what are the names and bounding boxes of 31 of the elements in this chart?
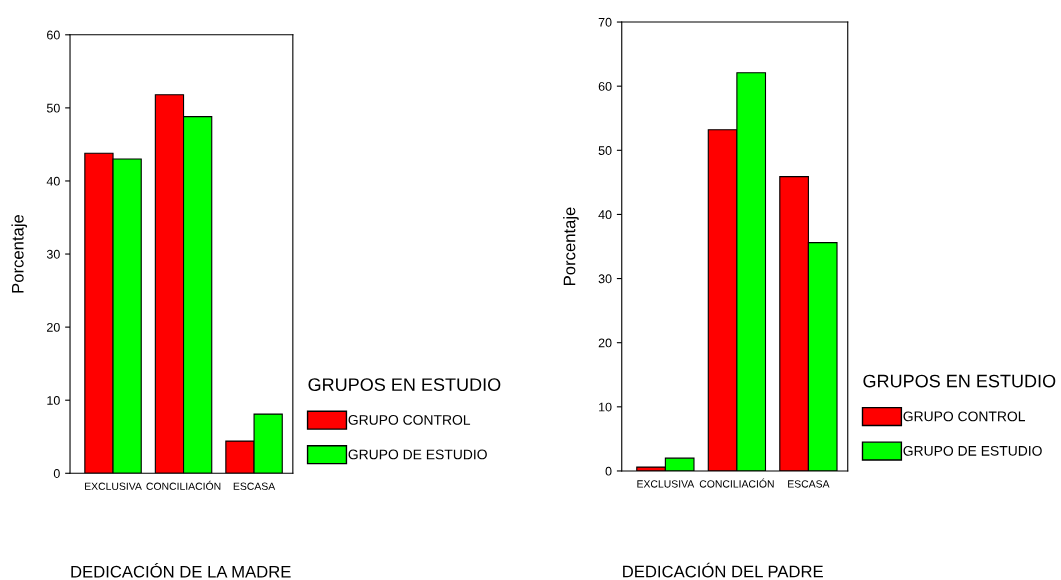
y-tick-label: 50 <box>598 146 612 155</box>
y-tick-label: 40 <box>46 176 60 186</box>
y-tick-label: 70 <box>598 17 612 27</box>
legend-label: GRUPO DE ESTUDIO <box>903 445 1042 456</box>
y-tick-label: 50 <box>46 103 60 113</box>
text: DEDICACIÓN DEL PADRE <box>623 562 823 578</box>
legend-label: GRUPO DE ESTUDIO <box>348 449 487 460</box>
y-tick-label: 60 <box>47 30 60 40</box>
y-tick-label: 60 <box>598 81 612 91</box>
x-tick-label: EXCLUSIVA <box>85 482 142 490</box>
x-tick-label: CONCILIACIÓN <box>699 478 774 488</box>
x-tick-label: ESCASA <box>233 482 276 490</box>
y-tick-label: 10 <box>599 402 612 412</box>
y-axis-title: Porcentaje <box>11 214 27 293</box>
y-tick-label: 0 <box>53 469 60 478</box>
legend-title: GRUPOS EN ESTUDIO <box>863 374 1056 388</box>
legend-label: GRUPO CONTROL <box>903 411 1026 422</box>
text: DEDICACIÓN DE LA MADRE <box>71 562 291 578</box>
y-tick-label: 40 <box>598 210 612 220</box>
x-tick-label: CONCILIACIÓN <box>146 480 221 490</box>
y-tick-label: 20 <box>598 338 612 348</box>
y-tick-label: 10 <box>47 396 60 405</box>
x-tick-label: EXCLUSIVA <box>637 480 695 488</box>
y-axis-title: Porcentaje <box>563 207 579 285</box>
y-tick-label: 30 <box>598 274 612 284</box>
y-tick-label: 30 <box>46 249 60 259</box>
y-tick-label: 20 <box>47 322 60 332</box>
y-tick-label: 0 <box>605 466 612 476</box>
legend-label: GRUPO CONTROL <box>348 415 471 425</box>
legend-title: GRUPOS EN ESTUDIO <box>308 378 501 391</box>
x-tick-label: ESCASA <box>788 480 830 488</box>
